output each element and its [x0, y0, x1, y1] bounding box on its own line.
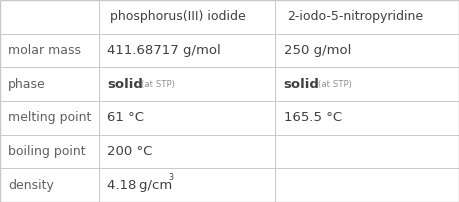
Text: (at STP): (at STP): [141, 80, 175, 89]
Text: 250 g/mol: 250 g/mol: [284, 44, 351, 57]
Text: solid: solid: [107, 78, 143, 91]
Text: density: density: [8, 179, 54, 192]
Text: phase: phase: [8, 78, 46, 91]
Text: (at STP): (at STP): [318, 80, 352, 89]
Text: 411.68717 g/mol: 411.68717 g/mol: [107, 44, 221, 57]
Text: phosphorus(III) iodide: phosphorus(III) iodide: [110, 10, 246, 23]
Text: 3: 3: [169, 173, 174, 182]
Text: solid: solid: [284, 78, 319, 91]
Text: 200 °C: 200 °C: [107, 145, 152, 158]
Text: 165.5 °C: 165.5 °C: [284, 111, 342, 124]
Text: melting point: melting point: [8, 111, 92, 124]
Text: molar mass: molar mass: [8, 44, 81, 57]
Text: 4.18 g/cm: 4.18 g/cm: [107, 179, 172, 192]
Text: boiling point: boiling point: [8, 145, 86, 158]
Text: 2-iodo-5-nitropyridine: 2-iodo-5-nitropyridine: [287, 10, 423, 23]
Text: 61 °C: 61 °C: [107, 111, 144, 124]
